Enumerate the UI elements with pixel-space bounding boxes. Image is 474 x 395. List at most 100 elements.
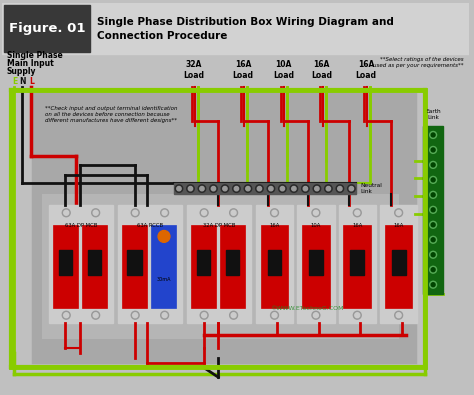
Circle shape	[233, 185, 240, 192]
Circle shape	[431, 268, 435, 272]
Text: 10A: 10A	[311, 223, 321, 228]
Circle shape	[131, 209, 139, 217]
Circle shape	[177, 186, 181, 191]
Circle shape	[347, 185, 355, 192]
Circle shape	[325, 185, 332, 192]
Text: 16A: 16A	[352, 223, 363, 228]
Bar	[4, 5, 91, 52]
Bar	[187, 205, 251, 323]
Circle shape	[396, 313, 401, 318]
Circle shape	[430, 221, 437, 228]
Circle shape	[175, 185, 182, 192]
Circle shape	[430, 251, 437, 258]
Bar	[268, 250, 282, 275]
Bar	[151, 225, 176, 308]
Circle shape	[255, 185, 263, 192]
Circle shape	[133, 210, 137, 215]
Bar	[59, 250, 72, 275]
Bar	[302, 225, 330, 308]
Circle shape	[395, 209, 402, 217]
Text: 63A DP MCB: 63A DP MCB	[65, 223, 97, 228]
Circle shape	[161, 209, 169, 217]
Circle shape	[430, 206, 437, 213]
Text: 16A: 16A	[269, 223, 280, 228]
Circle shape	[312, 209, 320, 217]
Circle shape	[430, 281, 437, 288]
Circle shape	[430, 147, 437, 153]
Circle shape	[353, 209, 361, 217]
Circle shape	[200, 311, 208, 319]
Circle shape	[301, 185, 309, 192]
Bar	[122, 225, 147, 308]
Circle shape	[430, 162, 437, 168]
Circle shape	[290, 185, 298, 192]
Bar	[423, 126, 443, 293]
Circle shape	[200, 186, 204, 191]
Circle shape	[246, 186, 250, 191]
Text: Neutral
Link: Neutral Link	[360, 183, 382, 194]
Circle shape	[431, 193, 435, 197]
Text: N: N	[19, 77, 26, 86]
Circle shape	[257, 186, 262, 191]
Circle shape	[272, 313, 277, 318]
Circle shape	[244, 185, 252, 192]
Bar	[344, 225, 371, 308]
Text: **Select ratings of the devices
used as per your requirements**: **Select ratings of the devices used as …	[373, 57, 464, 68]
Bar	[191, 225, 216, 308]
Circle shape	[336, 185, 344, 192]
Bar	[88, 250, 101, 275]
Circle shape	[230, 209, 237, 217]
Text: E: E	[12, 77, 17, 86]
Circle shape	[92, 311, 100, 319]
Circle shape	[231, 313, 236, 318]
Circle shape	[430, 192, 437, 198]
Circle shape	[396, 210, 401, 215]
Circle shape	[267, 185, 274, 192]
Circle shape	[326, 186, 330, 191]
Circle shape	[62, 311, 70, 319]
Bar	[226, 250, 239, 275]
Circle shape	[93, 313, 98, 318]
Circle shape	[430, 177, 437, 183]
Bar	[53, 225, 78, 308]
Text: Supply: Supply	[7, 67, 36, 76]
Text: 16A
Load: 16A Load	[233, 60, 254, 80]
Bar	[49, 205, 113, 323]
Circle shape	[93, 210, 98, 215]
Circle shape	[269, 186, 273, 191]
Circle shape	[131, 311, 139, 319]
Circle shape	[431, 133, 435, 137]
Bar	[297, 205, 335, 323]
Text: 63A RCCB: 63A RCCB	[137, 223, 163, 228]
Circle shape	[303, 186, 308, 191]
Text: 32A
Load: 32A Load	[183, 60, 204, 80]
Text: Single Phase Distribution Box Wiring Diagram and
Connection Procedure: Single Phase Distribution Box Wiring Dia…	[97, 17, 394, 41]
Circle shape	[280, 186, 284, 191]
Circle shape	[431, 178, 435, 182]
Circle shape	[313, 185, 320, 192]
Circle shape	[210, 185, 217, 192]
Bar	[127, 250, 142, 275]
Circle shape	[353, 311, 361, 319]
Bar	[385, 225, 412, 308]
Bar	[256, 205, 293, 323]
Text: ©WWW.ETechnoG.COM: ©WWW.ETechnoG.COM	[270, 306, 344, 311]
Text: 30mA: 30mA	[157, 276, 171, 282]
Bar	[261, 225, 288, 308]
Text: 16A: 16A	[393, 223, 404, 228]
Text: Figure. 01: Figure. 01	[9, 22, 85, 35]
Circle shape	[271, 311, 278, 319]
Circle shape	[201, 313, 207, 318]
Bar	[392, 250, 406, 275]
Circle shape	[92, 209, 100, 217]
Text: 32A DP MCB: 32A DP MCB	[203, 223, 235, 228]
Circle shape	[64, 313, 69, 318]
Bar	[380, 205, 418, 323]
Text: 16A
Load: 16A Load	[356, 60, 377, 80]
Circle shape	[231, 210, 236, 215]
Text: **Check input and output terminal identification
on all the devices before conne: **Check input and output terminal identi…	[45, 106, 177, 123]
Circle shape	[234, 186, 238, 191]
Circle shape	[223, 186, 227, 191]
Circle shape	[430, 236, 437, 243]
Bar	[309, 250, 323, 275]
